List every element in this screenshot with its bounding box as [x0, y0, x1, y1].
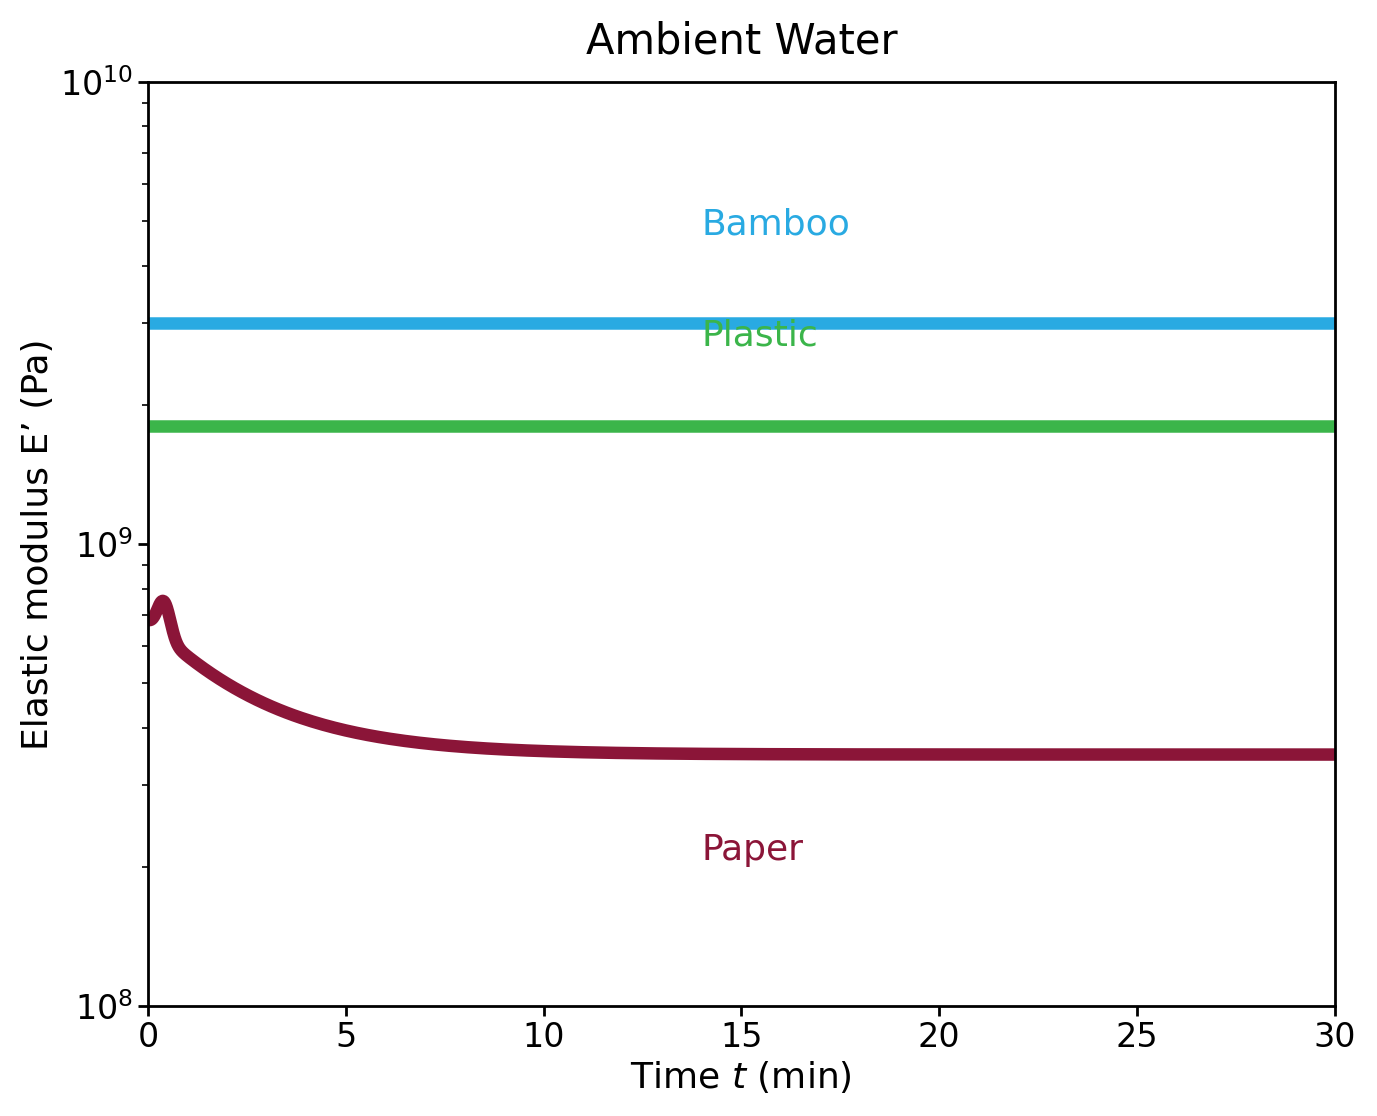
Text: Plastic: Plastic — [702, 318, 818, 352]
Title: Ambient Water: Ambient Water — [585, 21, 898, 62]
Text: Paper: Paper — [702, 833, 804, 867]
Text: Bamboo: Bamboo — [702, 208, 851, 242]
Y-axis label: Elastic modulus E’ (Pa): Elastic modulus E’ (Pa) — [21, 338, 55, 750]
X-axis label: Time $t$ (min): Time $t$ (min) — [631, 1059, 852, 1095]
